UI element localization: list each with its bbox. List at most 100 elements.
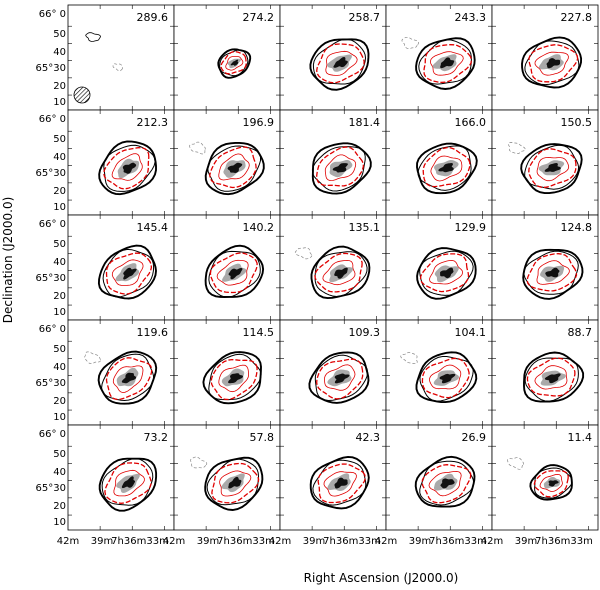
emission-contours: [401, 36, 476, 90]
dec-tick-label: 40: [53, 467, 66, 478]
channel-panel: 150.5: [491, 109, 599, 216]
dec-tick-label: 40: [53, 362, 66, 373]
emission-contours: [400, 351, 478, 404]
emission-contours: [523, 351, 585, 403]
channel-panel: 88.7: [491, 319, 599, 426]
dec-tick-label: 66° 0: [39, 324, 66, 335]
emission-contours: [414, 455, 476, 508]
channel-panel: 104.1: [385, 319, 493, 426]
velocity-label: 274.2: [243, 11, 275, 24]
dec-tick-label: 10: [53, 202, 66, 213]
dec-tick-label: 66° 0: [39, 429, 66, 440]
ra-tick-label: 42m: [269, 536, 291, 547]
ra-tick-label: 39m: [409, 536, 431, 547]
emission-contours: [507, 457, 573, 501]
emission-contours: [521, 36, 583, 89]
emission-contours: [217, 48, 252, 79]
velocity-label: 11.4: [568, 431, 593, 444]
velocity-label: 88.7: [568, 326, 593, 339]
y-axis-title: Declination (J2000.0): [1, 197, 15, 324]
emission-contours: [97, 244, 157, 300]
ra-tick-label: 39m: [197, 536, 219, 547]
channel-panel: 258.7: [279, 4, 387, 111]
panel-frame: [279, 319, 387, 426]
ra-tick-label: 42m: [163, 536, 185, 547]
dec-tick-label: 50: [53, 239, 66, 250]
emission-contours: [204, 244, 265, 298]
dec-tick-label: 65°30: [36, 378, 66, 389]
emission-contours: [507, 142, 583, 195]
dec-tick-label: 50: [53, 449, 66, 460]
channel-panel: 42.3: [279, 424, 387, 531]
channel-panel: 145.4: [67, 214, 175, 321]
velocity-label: 57.8: [250, 431, 275, 444]
velocity-label: 42.3: [356, 431, 381, 444]
velocity-label: 129.9: [455, 221, 487, 234]
emission-contours: [416, 247, 477, 300]
channel-panel: 57.8: [173, 424, 281, 531]
ra-tick-label: 7h36m33m: [429, 536, 487, 547]
velocity-label: 140.2: [243, 221, 275, 234]
dec-tick-label: 20: [53, 81, 66, 92]
velocity-label: 114.5: [243, 326, 275, 339]
velocity-label: 212.3: [137, 116, 169, 129]
dec-tick-label: 65°30: [36, 168, 66, 179]
emission-contours: [311, 142, 372, 195]
velocity-label: 109.3: [349, 326, 381, 339]
channel-panel: 119.6: [67, 319, 175, 426]
dec-tick-label: 20: [53, 291, 66, 302]
velocity-label: 243.3: [455, 11, 487, 24]
channel-panel: 274.2: [173, 4, 281, 111]
dec-tick-label: 65°30: [36, 483, 66, 494]
panel-frame: [279, 214, 387, 321]
channel-panel: 129.9: [385, 214, 493, 321]
ra-tick-label: 7h36m33m: [323, 536, 381, 547]
panel-frame: [279, 109, 387, 216]
dec-tick-label: 10: [53, 517, 66, 528]
emission-contours: [308, 351, 370, 404]
velocity-label: 135.1: [349, 221, 381, 234]
emission-contours: [189, 141, 265, 196]
dec-tick-label: 66° 0: [39, 219, 66, 230]
channel-panel: 73.2: [67, 424, 175, 531]
ra-tick-label: 42m: [375, 536, 397, 547]
channel-panel: 26.9: [385, 424, 493, 531]
dec-tick-labels: 66° 0 50 40 65°30 20 10 66° 0 50 40 65°30 20 10 66° …: [36, 9, 66, 528]
channel-panel: 212.3: [67, 109, 175, 216]
velocity-label: 104.1: [455, 326, 487, 339]
x-axis-title: Right Ascension (J2000.0): [304, 571, 459, 585]
channel-panel: 135.1: [279, 214, 387, 321]
dec-tick-label: 10: [53, 412, 66, 423]
dec-tick-label: 40: [53, 257, 66, 268]
velocity-label: 73.2: [144, 431, 169, 444]
emission-contours: [416, 142, 478, 195]
dec-tick-label: 65°30: [36, 63, 66, 74]
velocity-label: 289.6: [137, 11, 169, 24]
ra-tick-label: 39m: [91, 536, 113, 547]
channel-panel: 289.6: [67, 4, 175, 111]
dec-tick-label: 40: [53, 152, 66, 163]
emission-contours: [294, 245, 371, 300]
dec-tick-label: 20: [53, 396, 66, 407]
emission-contours: [98, 140, 157, 196]
ra-tick-label: 7h36m33m: [111, 536, 169, 547]
channel-panel: 114.5: [173, 319, 281, 426]
velocity-label: 181.4: [349, 116, 381, 129]
velocity-label: 119.6: [137, 326, 169, 339]
velocity-label: 26.9: [462, 431, 487, 444]
emission-contours: [309, 455, 370, 510]
channel-panel: 181.4: [279, 109, 387, 216]
emission-contours: [309, 38, 370, 91]
ra-tick-label: 7h36m33m: [217, 536, 275, 547]
ra-tick-label: 42m: [481, 536, 503, 547]
hatched-ellipse-beam: [73, 86, 91, 104]
panel-frame: [491, 424, 599, 531]
dec-tick-label: 50: [53, 134, 66, 145]
dec-tick-label: 40: [53, 47, 66, 58]
channel-panel: 196.9: [173, 109, 281, 216]
channel-panel: 227.8: [491, 4, 599, 111]
dec-tick-label: 20: [53, 186, 66, 197]
dec-tick-label: 20: [53, 501, 66, 512]
velocity-label: 227.8: [561, 11, 593, 24]
panel-frame: [385, 214, 493, 321]
